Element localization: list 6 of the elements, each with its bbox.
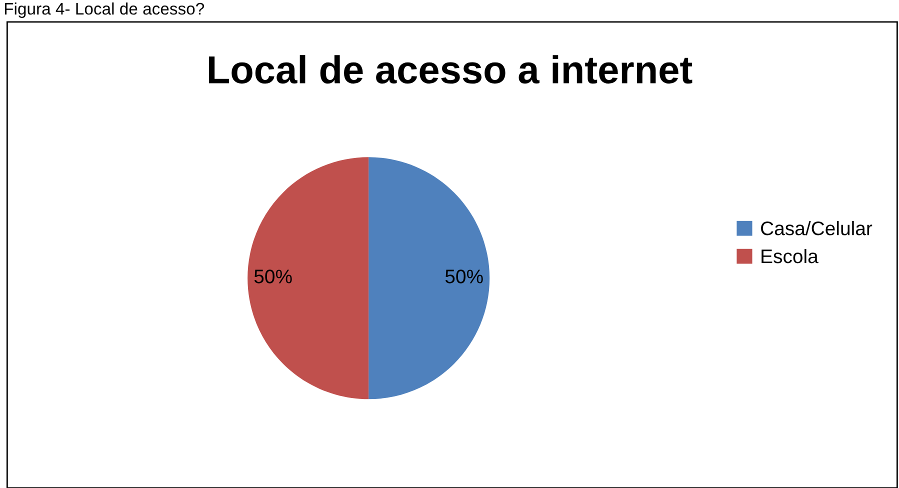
data-label: 50% xyxy=(254,270,292,284)
legend-label: Escola xyxy=(762,248,818,264)
legend-label: Casa/Celular xyxy=(761,221,872,236)
chart-title: Local de acesso a internet xyxy=(208,55,692,84)
data-label: 50% xyxy=(445,270,483,284)
text: Figura 4- Local de acesso? xyxy=(4,2,204,18)
